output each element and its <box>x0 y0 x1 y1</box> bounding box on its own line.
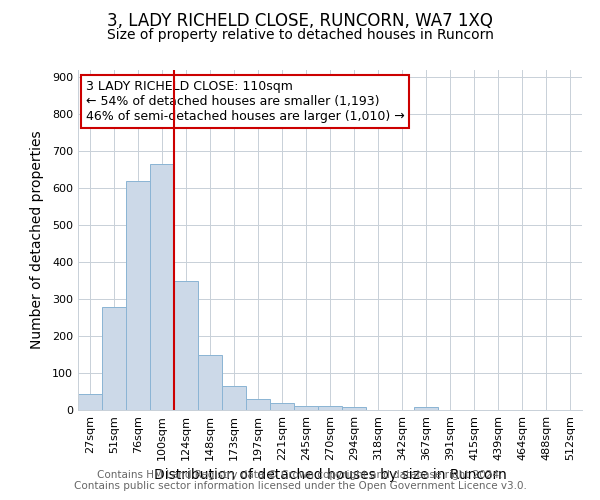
Text: Contains HM Land Registry data © Crown copyright and database right 2024.: Contains HM Land Registry data © Crown c… <box>97 470 503 480</box>
Bar <box>150 164 174 410</box>
Bar <box>174 280 198 410</box>
Bar <box>198 356 222 410</box>
Bar <box>342 407 366 410</box>
Bar <box>126 181 150 410</box>
Bar <box>270 404 294 410</box>
X-axis label: Distribution of detached houses by size in Runcorn: Distribution of detached houses by size … <box>154 468 506 482</box>
Bar <box>294 406 318 410</box>
Text: Contains public sector information licensed under the Open Government Licence v3: Contains public sector information licen… <box>74 481 526 491</box>
Bar <box>246 399 270 410</box>
Bar <box>102 306 126 410</box>
Bar <box>414 407 438 410</box>
Y-axis label: Number of detached properties: Number of detached properties <box>29 130 44 350</box>
Text: 3 LADY RICHELD CLOSE: 110sqm
← 54% of detached houses are smaller (1,193)
46% of: 3 LADY RICHELD CLOSE: 110sqm ← 54% of de… <box>86 80 404 123</box>
Bar <box>318 406 342 410</box>
Bar <box>78 394 102 410</box>
Text: Size of property relative to detached houses in Runcorn: Size of property relative to detached ho… <box>107 28 493 42</box>
Text: 3, LADY RICHELD CLOSE, RUNCORN, WA7 1XQ: 3, LADY RICHELD CLOSE, RUNCORN, WA7 1XQ <box>107 12 493 30</box>
Bar <box>222 386 246 410</box>
